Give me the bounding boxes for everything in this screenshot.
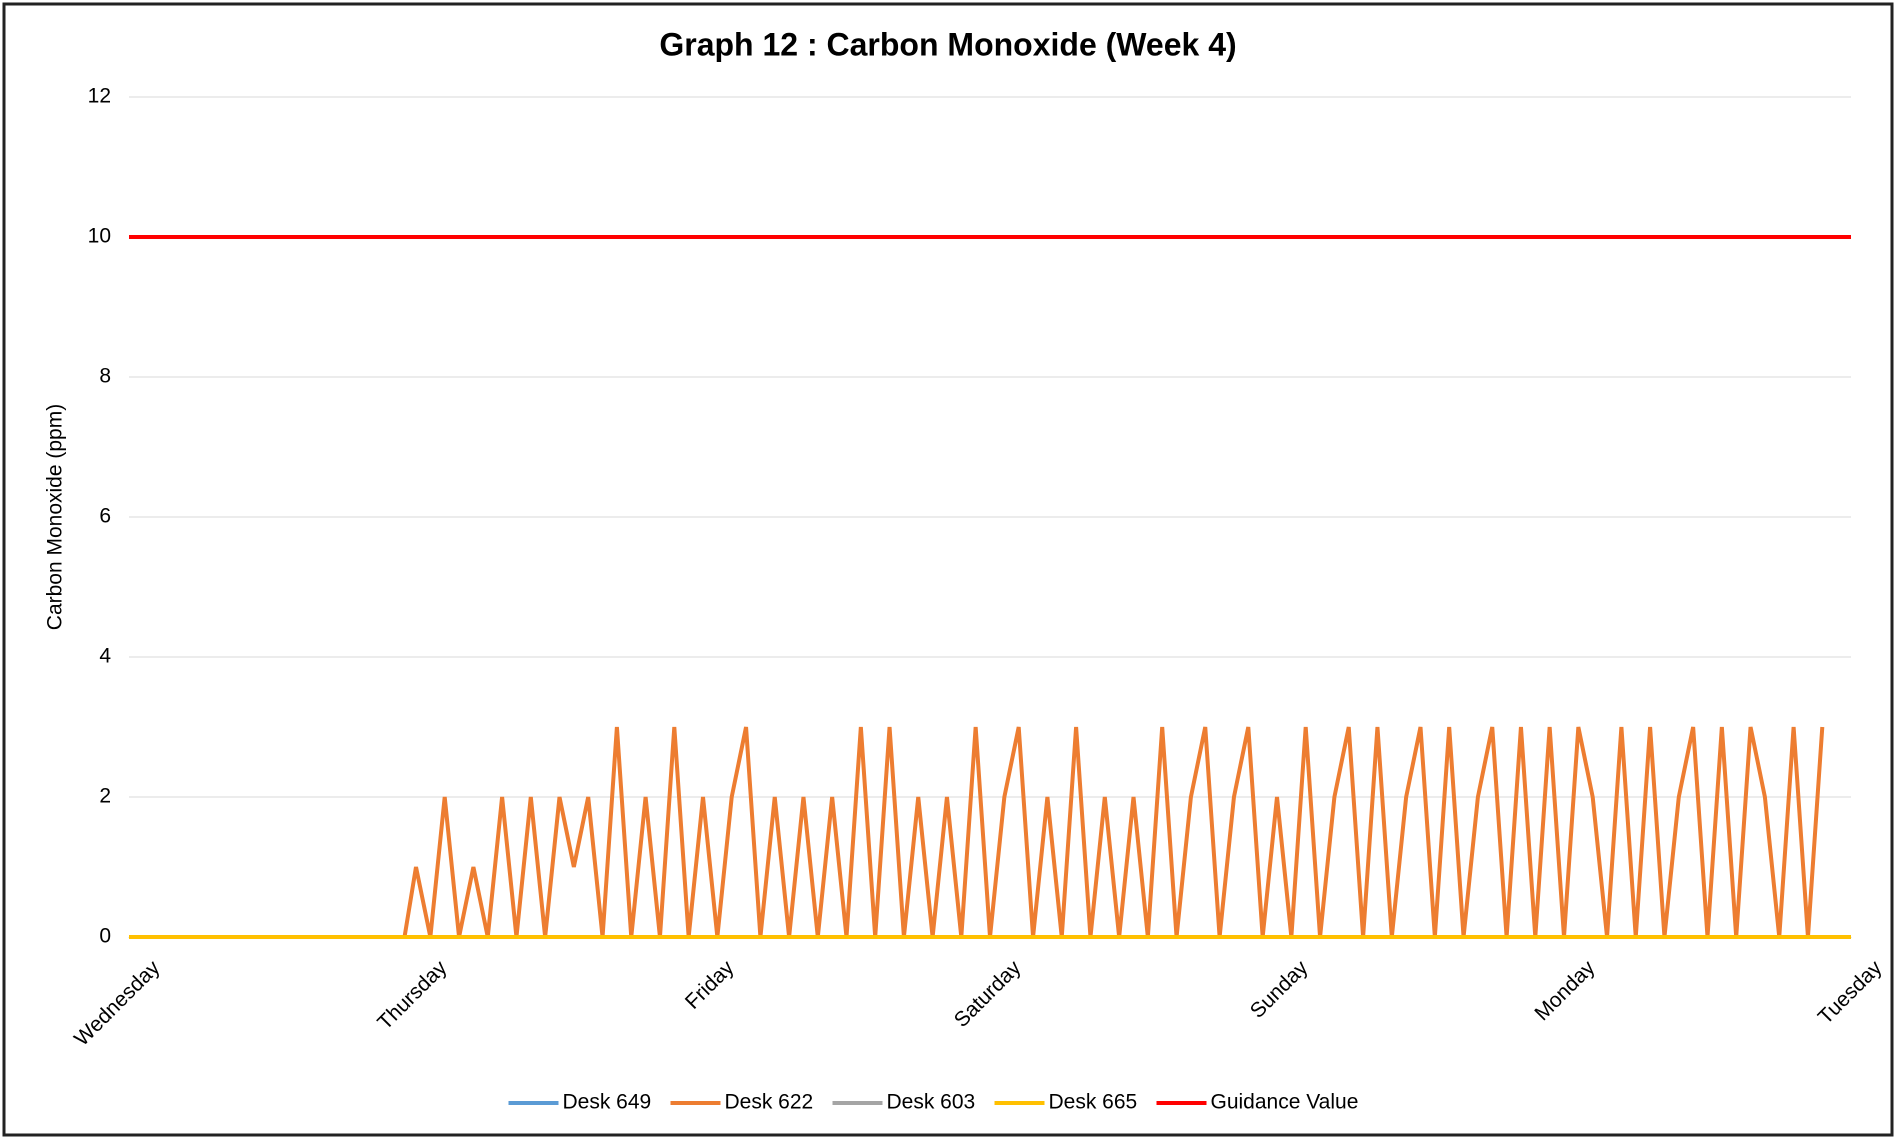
legend-label: Guidance Value	[1211, 1091, 1359, 1114]
legend-label: Desk 665	[1049, 1091, 1138, 1114]
y-axis-label: Carbon Monoxide (ppm)	[44, 404, 67, 630]
y-tick-label: 4	[99, 645, 111, 668]
y-tick-label: 2	[99, 785, 111, 808]
y-tick-label: 8	[99, 365, 111, 388]
y-tick-label: 10	[88, 225, 111, 248]
y-tick-label: 0	[99, 925, 111, 948]
y-tick-label: 12	[88, 85, 111, 108]
legend-label: Desk 622	[725, 1091, 814, 1114]
series-line	[129, 726, 1825, 939]
legend-label: Desk 649	[563, 1091, 652, 1114]
legend-label: Desk 603	[887, 1091, 976, 1114]
chart-title: Graph 12 : Carbon Monoxide (Week 4)	[659, 26, 1236, 62]
y-tick-label: 6	[99, 505, 111, 528]
